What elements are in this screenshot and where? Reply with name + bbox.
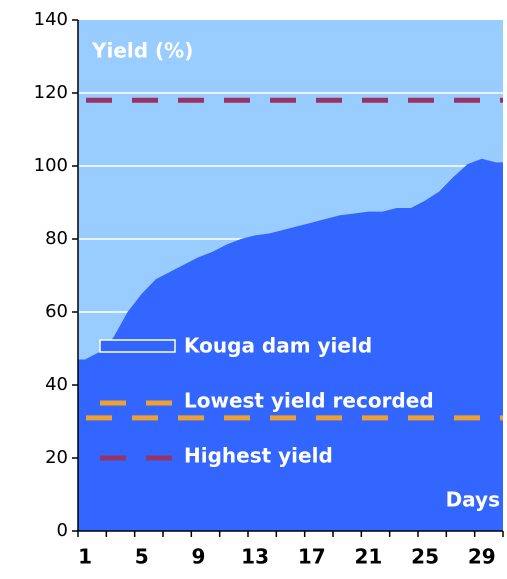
x-tick-label: 1 xyxy=(78,545,92,569)
y-tick-label: 20 xyxy=(45,447,68,468)
y-tick-label: 140 xyxy=(34,9,68,30)
y-tick-label: 100 xyxy=(34,155,68,176)
legend-swatch xyxy=(99,339,176,353)
legend-label: Highest yield xyxy=(184,444,333,468)
x-tick-label: 25 xyxy=(411,545,439,569)
y-tick-label: 0 xyxy=(57,520,68,541)
x-tick-label: 9 xyxy=(191,545,205,569)
x-tick-label: 5 xyxy=(135,545,149,569)
x-tick-label: 29 xyxy=(468,545,496,569)
legend-label: Lowest yield recorded xyxy=(184,389,434,413)
y-axis-label: Yield (%) xyxy=(91,39,193,63)
y-tick-label: 40 xyxy=(45,374,68,395)
y-tick-label: 80 xyxy=(45,228,68,249)
area xyxy=(78,158,503,531)
y-tick-label: 60 xyxy=(45,301,68,322)
x-tick-label: 21 xyxy=(354,545,382,569)
y-tick-label: 120 xyxy=(34,82,68,103)
x-axis-label: Days xyxy=(446,488,500,512)
x-tick-label: 13 xyxy=(241,545,269,569)
x-tick-label: 17 xyxy=(298,545,326,569)
legend-label: Kouga dam yield xyxy=(184,334,372,358)
